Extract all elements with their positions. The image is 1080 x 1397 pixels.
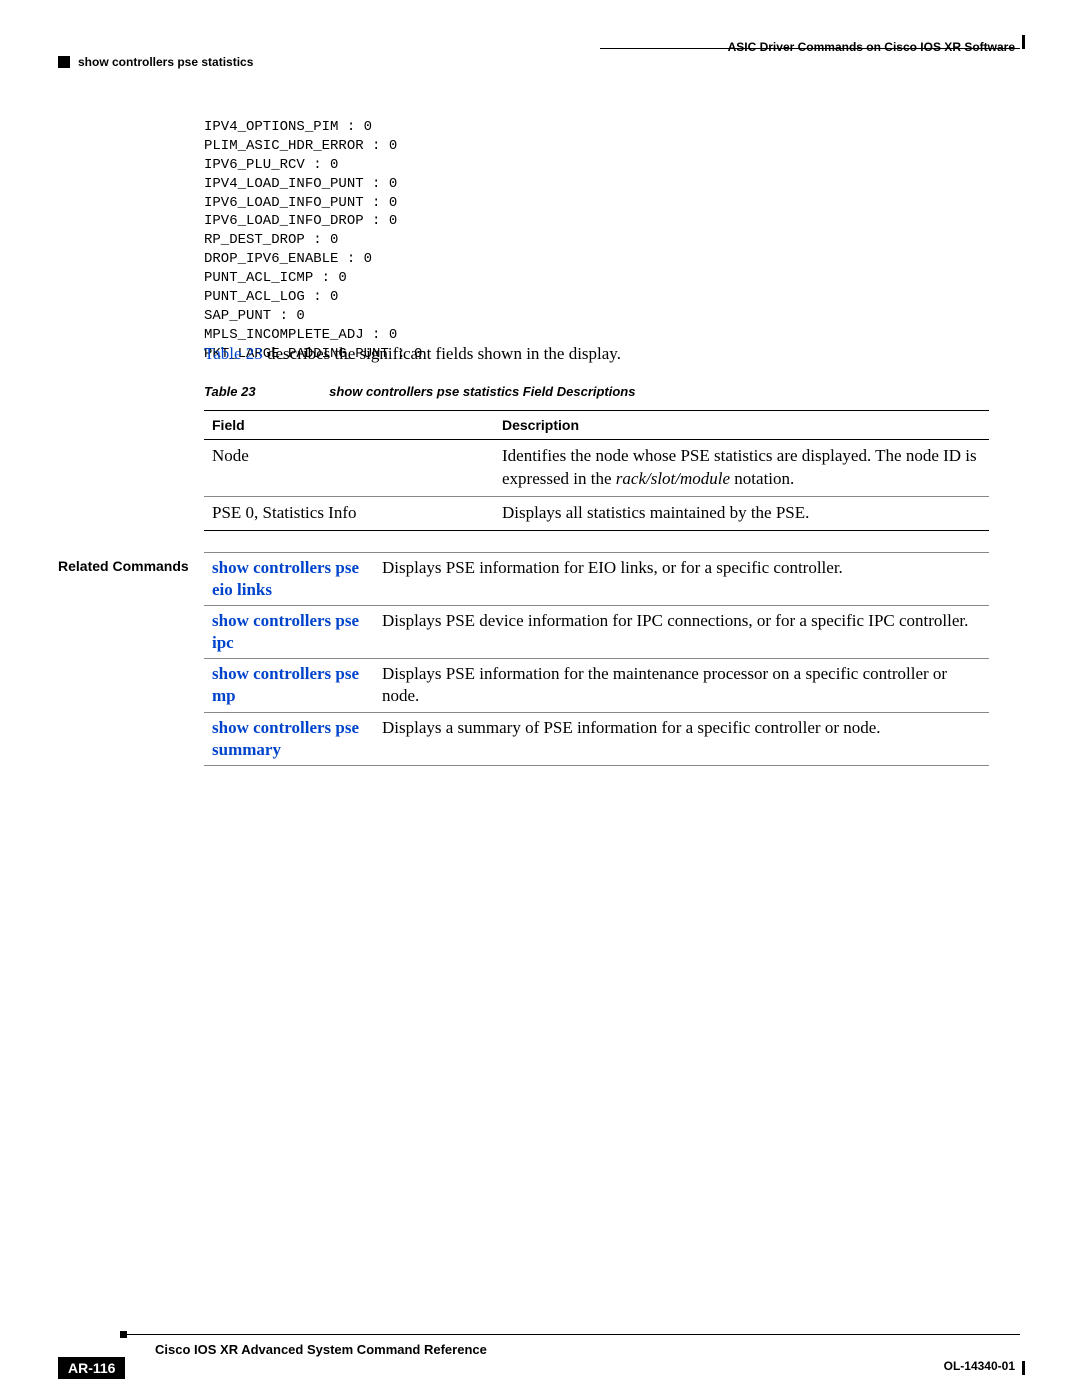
footer-doc-id: OL-14340-01 — [944, 1359, 1015, 1373]
desc-italic: rack/slot/module — [616, 469, 730, 488]
footer-vbar — [1022, 1361, 1025, 1375]
command-link[interactable]: show controllers pse eio links — [212, 558, 359, 599]
terminal-output: IPV4_OPTIONS_PIM : 0 PLIM_ASIC_HDR_ERROR… — [204, 118, 422, 364]
table-row: show controllers pse eio links Displays … — [204, 553, 989, 606]
caption-number: Table 23 — [204, 384, 256, 399]
command-description: Displays PSE information for EIO links, … — [374, 553, 989, 606]
header-command-name: show controllers pse statistics — [78, 55, 253, 69]
command-description: Displays PSE information for the mainten… — [374, 659, 989, 712]
table-caption: Table 23 show controllers pse statistics… — [204, 384, 635, 399]
page-number-badge: AR-116 — [58, 1357, 125, 1379]
th-field: Field — [204, 411, 494, 440]
table-row: PSE 0, Statistics Info Displays all stat… — [204, 496, 989, 530]
command-link[interactable]: show controllers pse summary — [212, 718, 359, 759]
header-vbar — [1022, 35, 1025, 49]
footer-book-title: Cisco IOS XR Advanced System Command Ref… — [155, 1342, 487, 1357]
footer-rule — [120, 1334, 1020, 1335]
table-reference-link[interactable]: Table 23 — [204, 344, 263, 363]
square-bullet-icon — [58, 56, 70, 68]
footer-square-icon — [120, 1331, 127, 1338]
table-row: show controllers pse summary Displays a … — [204, 712, 989, 765]
th-description: Description — [494, 411, 989, 440]
related-commands-table: show controllers pse eio links Displays … — [204, 552, 989, 766]
command-link[interactable]: show controllers pse mp — [212, 664, 359, 705]
caption-title: show controllers pse statistics Field De… — [329, 384, 635, 399]
td-field: PSE 0, Statistics Info — [204, 496, 494, 530]
desc-text-end: notation. — [730, 469, 794, 488]
td-description: Displays all statistics maintained by th… — [494, 496, 989, 530]
body-paragraph: Table 23 describes the significant field… — [204, 344, 621, 364]
body-text-rest: describes the significant fields shown i… — [263, 344, 621, 363]
td-description: Identifies the node whose PSE statistics… — [494, 440, 989, 497]
header-left-block: show controllers pse statistics — [58, 55, 253, 69]
field-descriptions-table: Field Description Node Identifies the no… — [204, 410, 989, 531]
table-row: show controllers pse ipc Displays PSE de… — [204, 606, 989, 659]
header-chapter-title: ASIC Driver Commands on Cisco IOS XR Sof… — [728, 40, 1015, 54]
related-commands-label: Related Commands — [58, 558, 189, 574]
table-row: Node Identifies the node whose PSE stati… — [204, 440, 989, 497]
table-row: show controllers pse mp Displays PSE inf… — [204, 659, 989, 712]
command-description: Displays a summary of PSE information fo… — [374, 712, 989, 765]
command-link[interactable]: show controllers pse ipc — [212, 611, 359, 652]
command-description: Displays PSE device information for IPC … — [374, 606, 989, 659]
table-header-row: Field Description — [204, 411, 989, 440]
td-field: Node — [204, 440, 494, 497]
